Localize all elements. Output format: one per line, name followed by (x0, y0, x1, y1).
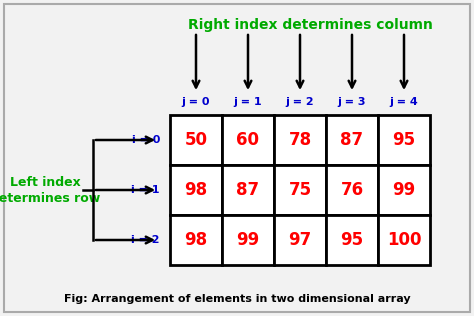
Text: i = 0: i = 0 (132, 135, 160, 145)
Text: 95: 95 (340, 231, 364, 249)
Bar (326, 165, 378, 215)
Text: 87: 87 (340, 131, 364, 149)
Text: 98: 98 (184, 181, 208, 199)
Text: Right index determines column: Right index determines column (188, 18, 432, 32)
Bar (274, 165, 326, 215)
Bar (378, 165, 430, 215)
Text: j = 2: j = 2 (286, 97, 314, 107)
Text: i = 2: i = 2 (131, 235, 160, 245)
Text: Fig: Arrangement of elements in two dimensional array: Fig: Arrangement of elements in two dime… (64, 294, 410, 304)
Bar (274, 215, 326, 265)
Text: j = 1: j = 1 (234, 97, 262, 107)
Text: 95: 95 (392, 131, 416, 149)
Text: Left index
determines row: Left index determines row (0, 175, 100, 204)
Text: j = 0: j = 0 (182, 97, 210, 107)
Bar (170, 165, 222, 215)
Bar (222, 115, 274, 165)
Text: i = 1: i = 1 (131, 185, 160, 195)
Text: 50: 50 (184, 131, 208, 149)
Bar (378, 115, 430, 165)
Text: j = 4: j = 4 (390, 97, 419, 107)
Bar (222, 165, 274, 215)
Text: j = 3: j = 3 (338, 97, 366, 107)
Text: 99: 99 (237, 231, 260, 249)
Text: 60: 60 (237, 131, 259, 149)
Text: 100: 100 (387, 231, 421, 249)
Text: 99: 99 (392, 181, 416, 199)
Bar (326, 115, 378, 165)
Text: 98: 98 (184, 231, 208, 249)
Text: 87: 87 (237, 181, 260, 199)
Bar (170, 215, 222, 265)
Bar (170, 115, 222, 165)
Bar (222, 215, 274, 265)
Text: 97: 97 (288, 231, 311, 249)
Text: 76: 76 (340, 181, 364, 199)
Bar (274, 115, 326, 165)
Bar (326, 215, 378, 265)
Text: 78: 78 (289, 131, 311, 149)
Bar (378, 215, 430, 265)
Text: 75: 75 (289, 181, 311, 199)
